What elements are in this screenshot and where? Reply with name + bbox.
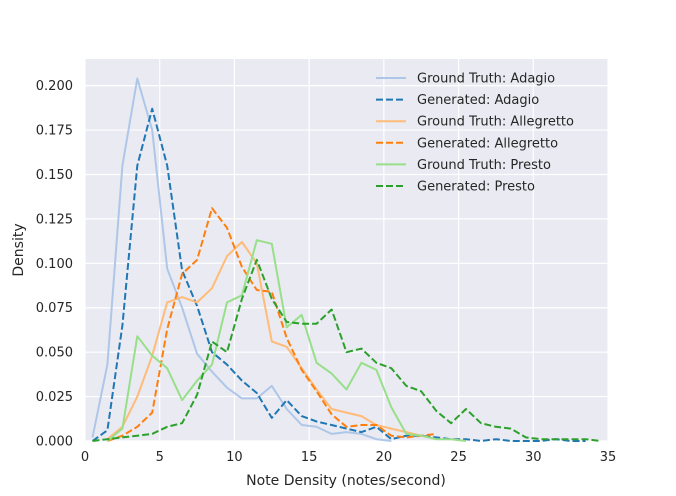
x-tick-label: 35 <box>600 450 617 465</box>
y-tick-label: 0.050 <box>36 346 73 361</box>
legend-label-2: Ground Truth: Allegretto <box>417 115 574 130</box>
legend-label-0: Ground Truth: Adagio <box>417 72 555 87</box>
legend-label-3: Generated: Allegretto <box>417 136 558 151</box>
series-line-0 <box>91 77 392 442</box>
y-tick-label: 0.200 <box>36 79 73 94</box>
x-tick-labels: 0 5 10 15 20 25 30 35 <box>81 450 616 465</box>
y-tick-label: 0.075 <box>36 301 73 316</box>
y-tick-label: 0.125 <box>36 212 73 227</box>
x-tick-label: 5 <box>156 450 164 465</box>
legend-label-5: Generated: Presto <box>417 180 535 195</box>
y-tick-label: 0.100 <box>36 257 73 272</box>
y-tick-label: 0.025 <box>36 390 73 405</box>
x-tick-label: 10 <box>226 450 243 465</box>
x-axis-label: Note Density (notes/second) <box>246 473 446 489</box>
series-line-5 <box>92 258 601 442</box>
y-tick-labels: 0.000 0.025 0.050 0.075 0.100 0.125 0.150 0.175… <box>36 79 73 449</box>
legend-label-1: Generated: Adagio <box>417 93 539 108</box>
x-tick-label: 30 <box>525 450 542 465</box>
x-tick-label: 15 <box>301 450 318 465</box>
y-tick-label: 0.000 <box>36 435 73 450</box>
x-tick-label: 20 <box>376 450 393 465</box>
series-layer <box>91 77 601 442</box>
series-line-1 <box>91 107 586 442</box>
y-axis-label: Density <box>11 223 27 276</box>
legend: Ground Truth: Adagio Generated: Adagio Gro… <box>376 72 574 195</box>
y-tick-label: 0.175 <box>36 124 73 139</box>
y-tick-label: 0.150 <box>36 168 73 183</box>
x-tick-label: 0 <box>81 450 89 465</box>
series-line-2 <box>106 241 437 441</box>
series-line-4 <box>106 239 467 442</box>
series-line-3 <box>107 207 437 442</box>
x-tick-label: 25 <box>450 450 467 465</box>
legend-label-4: Ground Truth: Presto <box>417 158 551 173</box>
